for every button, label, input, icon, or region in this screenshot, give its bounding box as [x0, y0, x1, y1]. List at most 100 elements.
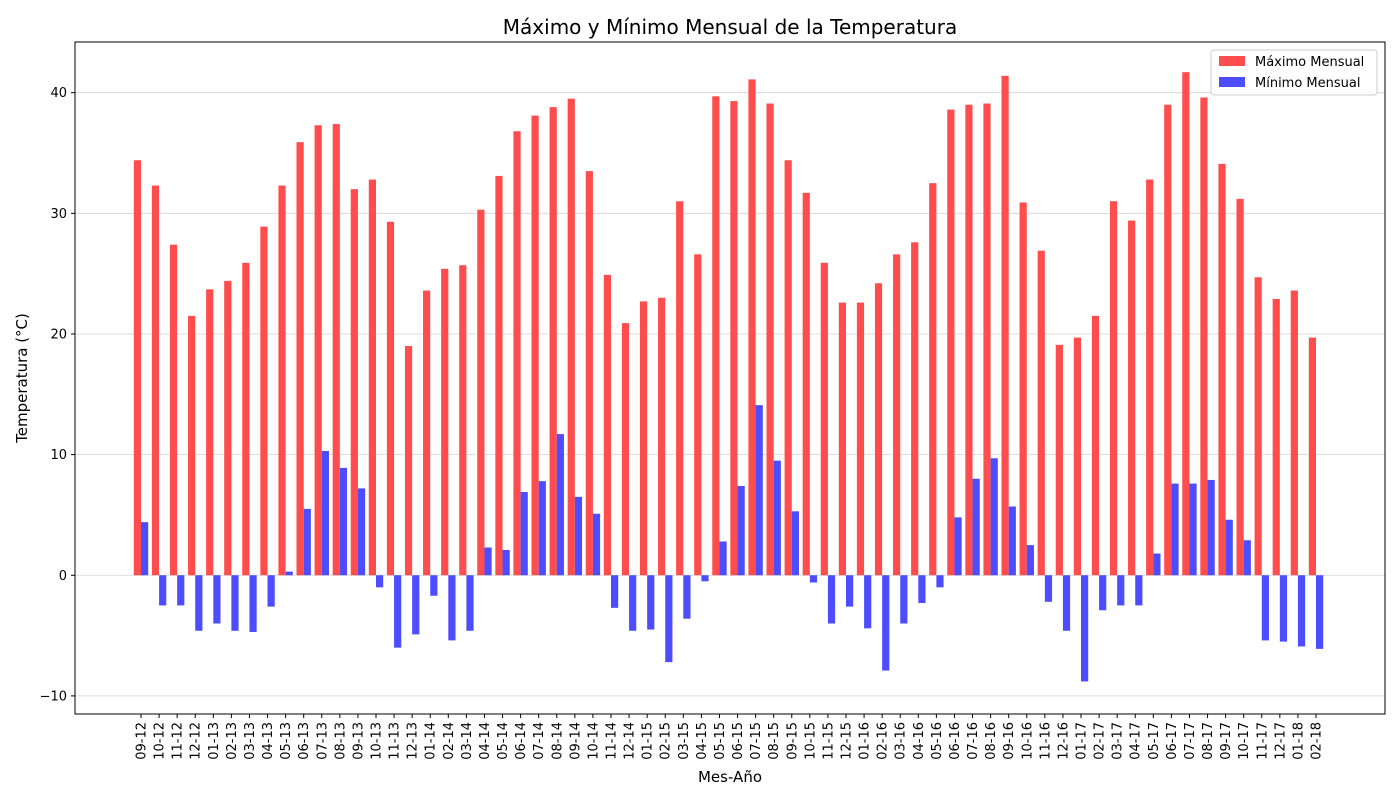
bar-max-06-15 — [730, 101, 738, 576]
bar-min-09-16 — [1008, 506, 1016, 576]
bar-max-09-16 — [1001, 75, 1009, 576]
x-tick-label: 08-15 — [767, 722, 782, 760]
x-tick-label: 10-17 — [1237, 722, 1252, 760]
x-tick-label: 05-13 — [279, 722, 294, 760]
bar-min-09-15 — [791, 511, 799, 576]
bar-max-08-13 — [332, 124, 340, 576]
x-tick-label: 03-16 — [894, 722, 909, 760]
bar-max-02-17 — [1091, 315, 1100, 576]
bar-max-01-16 — [856, 302, 865, 576]
bar-max-07-16 — [965, 104, 973, 576]
bars — [133, 72, 1324, 682]
x-tick-label: 09-12 — [135, 722, 150, 760]
x-tick-label: 08-17 — [1201, 722, 1216, 760]
bar-min-12-17 — [1279, 575, 1288, 642]
y-axis-label: Temperatura (°C) — [13, 313, 31, 444]
x-tick-label: 03-15 — [677, 722, 692, 760]
bar-max-03-17 — [1109, 201, 1118, 576]
x-tick-label: 02-16 — [876, 722, 891, 760]
bar-min-05-16 — [936, 575, 944, 588]
x-tick-label: 10-14 — [586, 722, 601, 760]
bar-max-01-13 — [206, 289, 214, 576]
x-tick-label: 02-14 — [442, 722, 457, 760]
bar-min-01-15 — [647, 575, 655, 630]
x-tick-label: 11-17 — [1255, 722, 1270, 760]
y-axis: −10 0 10 20 30 40 — [40, 86, 75, 704]
bar-min-03-13 — [249, 575, 257, 632]
bar-min-01-16 — [864, 575, 872, 629]
bar-max-10-15 — [802, 192, 810, 576]
bar-max-11-12 — [169, 244, 178, 576]
bar-min-08-17 — [1207, 479, 1215, 576]
x-tick-label: 04-14 — [478, 722, 493, 760]
x-tick-label: 12-14 — [623, 722, 638, 760]
x-tick-label: 04-17 — [1129, 722, 1144, 760]
bar-max-12-12 — [188, 315, 196, 576]
bar-min-08-13 — [339, 467, 348, 576]
x-tick-label: 12-13 — [406, 722, 421, 760]
x-tick-label: 01-14 — [424, 722, 439, 760]
bar-min-10-12 — [159, 575, 167, 606]
bar-max-05-14 — [495, 175, 503, 576]
bar-max-01-17 — [1073, 337, 1081, 576]
bar-min-10-17 — [1243, 540, 1251, 576]
bar-max-10-13 — [368, 179, 376, 576]
x-tick-label: 11-16 — [1038, 722, 1053, 760]
bar-max-09-13 — [350, 189, 358, 576]
x-tick-label: 05-14 — [496, 722, 511, 760]
bar-max-12-17 — [1272, 298, 1280, 576]
bar-max-11-14 — [603, 274, 611, 576]
x-tick-label: 05-16 — [930, 722, 945, 760]
x-axis-label: Mes-Año — [698, 768, 762, 786]
y-tick-label: 30 — [50, 207, 67, 222]
plot-frame — [74, 41, 1386, 715]
x-tick-label: 07-15 — [749, 722, 764, 760]
bar-max-09-12 — [133, 160, 141, 576]
bar-max-12-14 — [621, 323, 630, 576]
x-tick-label: 01-13 — [207, 722, 222, 760]
bar-min-01-18 — [1297, 575, 1306, 647]
bar-min-04-13 — [267, 575, 275, 607]
bar-min-12-14 — [629, 575, 637, 631]
bar-min-04-15 — [701, 575, 709, 582]
x-tick-label: 06-17 — [1165, 722, 1180, 760]
bar-min-01-17 — [1081, 575, 1089, 682]
bar-max-03-15 — [676, 201, 684, 576]
bar-max-03-14 — [459, 265, 467, 576]
x-tick-label: 11-12 — [171, 722, 186, 760]
x-tick-label: 07-16 — [966, 722, 981, 760]
bar-max-11-16 — [1037, 250, 1045, 576]
x-tick-label: 09-13 — [351, 722, 366, 760]
bar-max-08-15 — [766, 103, 774, 576]
bar-max-05-17 — [1146, 179, 1154, 576]
x-tick-label: 03-13 — [243, 722, 258, 760]
bar-min-07-14 — [538, 481, 546, 576]
x-tick-label: 06-13 — [297, 722, 312, 760]
y-tick-label: 20 — [50, 327, 67, 342]
bar-min-01-13 — [213, 575, 221, 624]
bar-max-04-15 — [694, 254, 702, 576]
x-tick-label: 10-13 — [370, 722, 385, 760]
x-tick-label: 12-15 — [840, 722, 855, 760]
bar-min-02-15 — [665, 575, 673, 663]
bar-max-06-16 — [947, 109, 955, 576]
bar-max-02-13 — [224, 280, 232, 576]
bar-max-08-14 — [549, 107, 557, 576]
bar-min-12-15 — [846, 575, 854, 607]
x-tick-label: 03-17 — [1111, 722, 1126, 760]
x-tick-label: 06-16 — [948, 722, 963, 760]
bar-min-05-14 — [502, 549, 510, 576]
x-tick-label: 11-15 — [821, 722, 836, 760]
bar-max-11-15 — [820, 262, 828, 576]
x-tick-label: 12-17 — [1273, 722, 1288, 760]
bar-max-10-12 — [151, 185, 160, 576]
bar-max-12-15 — [838, 302, 846, 576]
bar-min-04-17 — [1135, 575, 1143, 606]
bar-max-07-15 — [748, 79, 756, 576]
bar-min-02-13 — [231, 575, 239, 631]
bar-min-03-16 — [900, 575, 908, 624]
x-tick-label: 07-17 — [1183, 722, 1198, 760]
bar-min-10-13 — [376, 575, 384, 588]
bar-min-07-13 — [321, 450, 329, 576]
